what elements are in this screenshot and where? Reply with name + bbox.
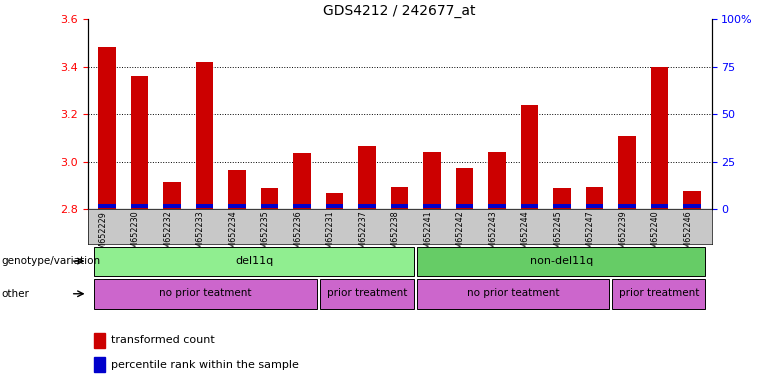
- Bar: [196, 204, 213, 209]
- Bar: [488, 204, 506, 209]
- Bar: [326, 193, 343, 209]
- Bar: [456, 204, 473, 209]
- Bar: [423, 152, 441, 209]
- Text: GSM652230: GSM652230: [131, 211, 139, 259]
- Bar: [456, 168, 473, 209]
- Bar: [390, 204, 409, 209]
- Text: percentile rank within the sample: percentile rank within the sample: [111, 359, 299, 369]
- Bar: [320, 279, 414, 309]
- Text: prior treatment: prior treatment: [619, 288, 699, 298]
- Text: del11q: del11q: [235, 256, 273, 266]
- Bar: [163, 182, 181, 209]
- Bar: [326, 204, 343, 209]
- Bar: [293, 204, 311, 209]
- Text: GSM652245: GSM652245: [553, 211, 562, 260]
- Title: GDS4212 / 242677_at: GDS4212 / 242677_at: [323, 4, 476, 18]
- Text: GSM652237: GSM652237: [358, 211, 367, 260]
- Bar: [228, 170, 246, 209]
- Bar: [131, 76, 148, 209]
- Text: GSM652238: GSM652238: [390, 211, 400, 259]
- Text: genotype/variation: genotype/variation: [2, 256, 100, 266]
- Bar: [131, 204, 148, 209]
- Text: GSM652246: GSM652246: [683, 211, 692, 259]
- Bar: [651, 67, 668, 209]
- Bar: [228, 204, 246, 209]
- Bar: [618, 136, 636, 209]
- Bar: [260, 188, 279, 209]
- Text: GSM652233: GSM652233: [196, 211, 205, 259]
- Bar: [260, 204, 279, 209]
- Text: GSM652240: GSM652240: [651, 211, 660, 259]
- Text: no prior teatment: no prior teatment: [467, 288, 559, 298]
- Bar: [553, 204, 571, 209]
- Bar: [390, 187, 409, 209]
- Bar: [613, 279, 705, 309]
- Bar: [417, 279, 609, 309]
- Text: GSM652232: GSM652232: [163, 211, 172, 260]
- Bar: [417, 247, 705, 276]
- Text: GSM652236: GSM652236: [293, 211, 302, 259]
- Bar: [98, 204, 116, 209]
- Bar: [358, 146, 376, 209]
- Bar: [586, 204, 603, 209]
- Bar: [196, 62, 213, 209]
- Bar: [651, 204, 668, 209]
- Bar: [423, 204, 441, 209]
- Bar: [94, 247, 414, 276]
- Bar: [553, 188, 571, 209]
- Bar: [358, 204, 376, 209]
- Bar: [488, 152, 506, 209]
- Bar: [683, 204, 701, 209]
- Text: GSM652239: GSM652239: [618, 211, 627, 260]
- Bar: [94, 279, 317, 309]
- Text: GSM652244: GSM652244: [521, 211, 530, 259]
- Bar: [683, 192, 701, 209]
- Text: GSM652242: GSM652242: [456, 211, 464, 260]
- Text: GSM652231: GSM652231: [326, 211, 335, 259]
- Bar: [94, 333, 105, 348]
- Bar: [521, 105, 539, 209]
- Text: GSM652241: GSM652241: [423, 211, 432, 259]
- Text: other: other: [2, 289, 30, 299]
- Bar: [163, 204, 181, 209]
- Bar: [98, 46, 116, 209]
- Text: GSM652247: GSM652247: [585, 211, 594, 260]
- Bar: [586, 187, 603, 209]
- Bar: [618, 204, 636, 209]
- Text: GSM652235: GSM652235: [260, 211, 269, 260]
- Text: prior treatment: prior treatment: [326, 288, 407, 298]
- Text: GSM652243: GSM652243: [488, 211, 497, 259]
- Text: transformed count: transformed count: [111, 335, 215, 345]
- Text: non-del11q: non-del11q: [530, 256, 593, 266]
- Text: GSM652229: GSM652229: [98, 211, 107, 260]
- Bar: [521, 204, 539, 209]
- Bar: [293, 154, 311, 209]
- Text: GSM652234: GSM652234: [228, 211, 237, 259]
- Bar: [94, 357, 105, 372]
- Text: no prior teatment: no prior teatment: [159, 288, 252, 298]
